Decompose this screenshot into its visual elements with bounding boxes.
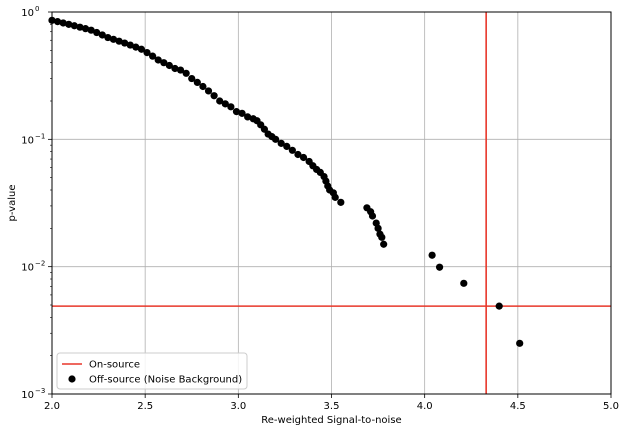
data-point [516,339,524,347]
legend-off-source-label: Off-source (Noise Background) [89,375,242,386]
x-tick-label: 3.0 [230,401,246,412]
y-tick-label: 10 [21,390,34,401]
data-point [59,19,67,27]
y-tick-label: 10 [21,263,34,274]
data-point [283,142,291,151]
data-point [165,61,173,70]
y-axis-label: p-value [7,184,18,221]
data-point [299,153,308,162]
data-point [93,28,101,37]
data-point [221,100,229,108]
data-point [232,108,241,116]
data-point [216,97,224,105]
y-tick-exponent: −2 [35,260,45,268]
data-point [182,69,190,77]
data-point [238,109,246,117]
data-point [368,212,377,220]
data-point [193,78,201,86]
data-point [104,33,112,42]
data-point [109,35,118,43]
data-point [176,66,185,74]
y-tick-label: 10 [21,8,34,19]
data-point [137,45,146,53]
data-point [210,92,218,100]
x-tick-label: 3.5 [324,401,340,412]
data-point [331,193,339,201]
data-point [288,146,296,154]
data-point [53,18,62,26]
x-tick-label: 4.0 [417,401,433,412]
data-point [115,37,123,45]
data-point [171,64,179,73]
data-point [188,74,196,83]
data-point [380,240,388,248]
data-point [154,56,162,64]
x-tick-label: 2.5 [137,401,153,412]
data-point [98,31,106,39]
data-point [272,135,280,143]
y-tick-exponent: 0 [35,5,39,13]
data-point [65,20,73,28]
x-tick-label: 2.0 [44,401,60,412]
data-point [435,263,444,271]
plot-data [48,12,611,394]
data-point [378,233,386,241]
legend-off-source-marker [68,375,76,383]
data-point [337,198,345,206]
y-tick-exponent: −1 [35,132,45,140]
data-point [126,41,134,49]
data-point [143,48,151,57]
legend: On-source Off-source (Noise Background) [56,352,248,390]
legend-on-source-label: On-source [89,360,140,371]
data-point [495,302,503,310]
data-point [132,43,140,51]
legend-frame [56,352,248,390]
data-point [277,139,285,147]
data-point [374,224,382,232]
data-point [294,150,302,159]
y-tick-label: 10 [21,135,34,146]
data-point [121,39,129,47]
x-tick-label: 5.0 [603,401,619,412]
data-point [428,251,436,259]
x-axis-label: Re-weighted Signal-to-noise [261,415,401,426]
x-tick-label: 4.5 [510,401,526,412]
data-point [227,103,235,111]
data-point [76,23,84,31]
data-point [460,279,468,287]
data-point [160,59,168,67]
data-point [199,82,207,91]
data-point [149,52,157,60]
data-point [70,22,78,30]
y-tick-exponent: −3 [35,387,45,395]
data-point [244,113,252,121]
data-point [87,26,95,34]
data-point [204,87,213,95]
data-point [81,25,90,33]
